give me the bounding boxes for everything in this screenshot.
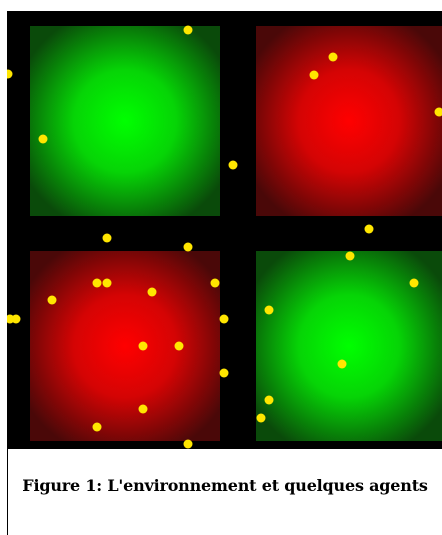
figure-caption: Figure 1: L'environnement et quelques ag…	[22, 476, 428, 495]
agent-dot	[309, 70, 319, 80]
agent-dot	[183, 242, 193, 252]
agent-dot	[11, 314, 21, 324]
agent-dot	[364, 224, 374, 234]
agent-dot	[138, 404, 148, 414]
agent-dot	[409, 278, 419, 288]
agent-dot	[264, 305, 274, 315]
agent-dot	[38, 134, 48, 144]
agent-dot	[102, 233, 112, 243]
agent-dot	[345, 251, 355, 261]
cell-bottom-left	[30, 251, 220, 441]
agent-dot	[92, 278, 102, 288]
agent-dot	[434, 107, 442, 117]
agent-dot	[138, 341, 148, 351]
agent-dot	[92, 422, 102, 432]
agent-dot	[219, 314, 229, 324]
agent-dot	[183, 439, 193, 449]
agent-dot	[47, 295, 57, 305]
agent-dot	[219, 368, 229, 378]
agent-dot	[7, 69, 13, 79]
agent-dot	[328, 52, 338, 62]
agent-dot	[102, 278, 112, 288]
agent-dot	[337, 359, 347, 369]
cell-top-left	[30, 26, 220, 216]
caption-border	[7, 449, 8, 535]
agent-dot	[228, 160, 238, 170]
cell-top-right	[256, 26, 442, 216]
agent-dot	[210, 278, 220, 288]
agent-dot	[147, 287, 157, 297]
agents-layer	[7, 25, 442, 449]
agent-dot	[256, 413, 266, 423]
agent-dot	[264, 395, 274, 405]
agent-dot	[174, 341, 184, 351]
agent-dot	[183, 25, 193, 35]
environment-figure	[7, 11, 442, 449]
